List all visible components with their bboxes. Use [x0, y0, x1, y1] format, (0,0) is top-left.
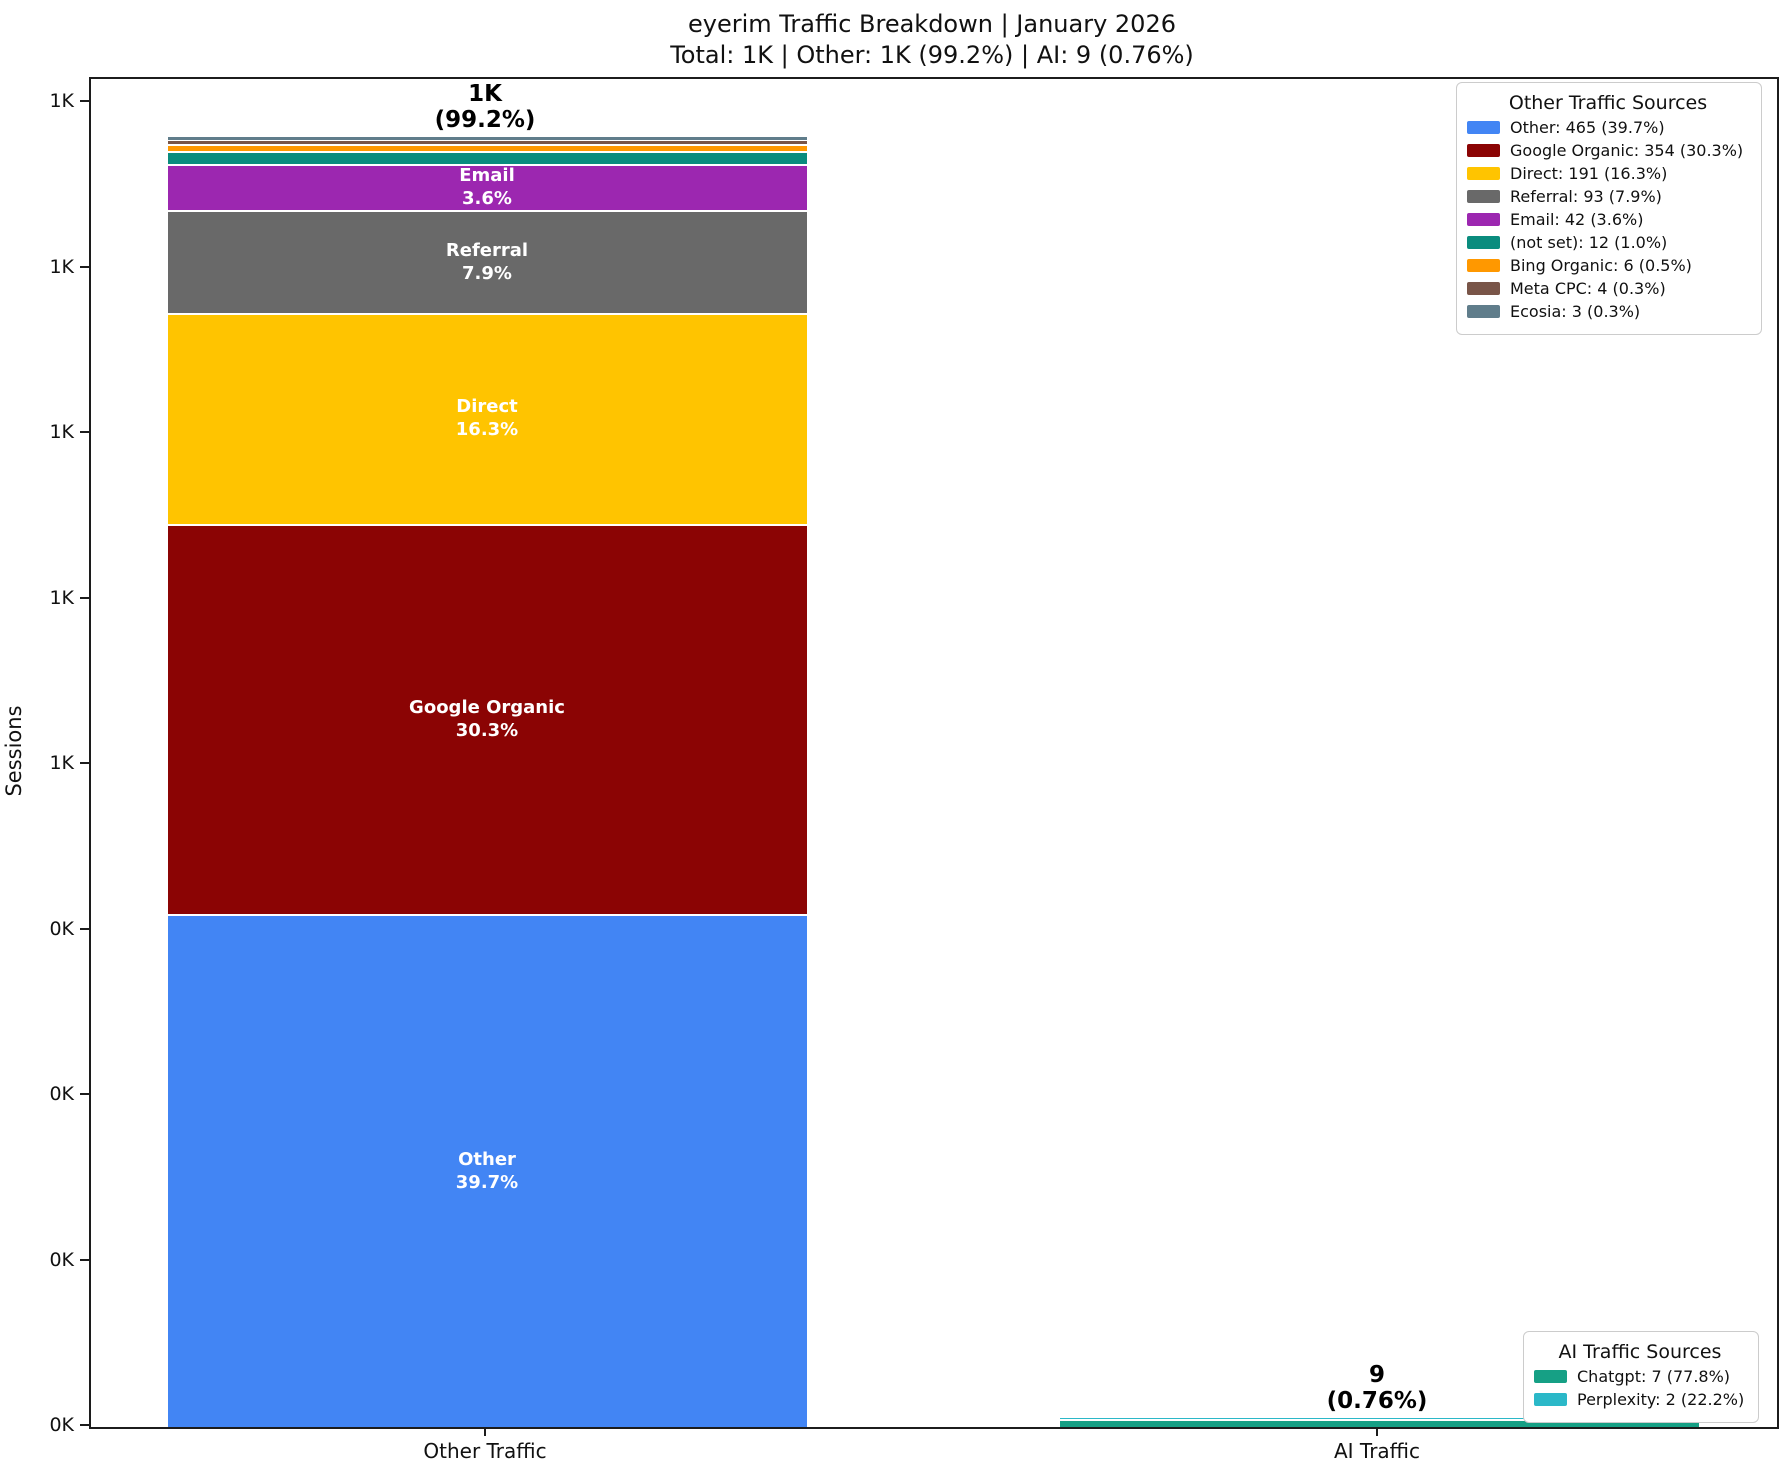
bar-total-annotation-ai-traffic: 9 (0.76%)	[1327, 1362, 1428, 1414]
legend-item-google-organic: Google Organic: 354 (30.3%)	[1467, 141, 1749, 160]
annotation-total: 1K	[468, 81, 502, 108]
legend-swatch	[1467, 144, 1500, 157]
legend-item-label: (not set): 12 (1.0%)	[1510, 233, 1668, 252]
y-tick-mark	[80, 1424, 89, 1426]
y-tick-mark	[80, 1093, 89, 1096]
y-tick-label: 0K	[49, 1083, 74, 1106]
legend-item-meta-cpc: Meta CPC: 4 (0.3%)	[1467, 279, 1749, 298]
legend-item-label: Email: 42 (3.6%)	[1510, 210, 1644, 229]
legend-title: Other Traffic Sources	[1508, 92, 1708, 114]
y-tick-mark	[80, 1258, 89, 1261]
y-tick-label: 0K	[49, 1248, 74, 1271]
bar-segment-direct	[167, 312, 807, 524]
chart-header: eyerim Traffic Breakdown | January 2026 …	[89, 8, 1775, 70]
legend-item-referral: Referral: 93 (7.9%)	[1467, 187, 1749, 206]
y-tick-label: 1K	[49, 752, 74, 775]
annotation-pct: (0.76%)	[1326, 1388, 1428, 1415]
legend-other-traffic-sources: Other Traffic Sources Other: 465 (39.7%) G…	[1456, 82, 1762, 335]
legend-swatch	[1534, 1370, 1567, 1383]
x-tick-label-other-traffic: Other Traffic	[423, 1439, 547, 1463]
page-title: eyerim Traffic Breakdown | January 2026	[688, 10, 1176, 38]
legend-item-not-set: (not set): 12 (1.0%)	[1467, 233, 1749, 252]
legend-swatch	[1467, 167, 1500, 180]
annotation-pct: (99.2%)	[434, 107, 536, 134]
y-tick-mark	[80, 596, 89, 599]
legend-swatch	[1467, 236, 1500, 249]
bar-segment-perplexity	[1059, 1417, 1699, 1420]
legend-item-label: Direct: 191 (16.3%)	[1510, 164, 1668, 183]
legend-item-bing-organic: Bing Organic: 6 (0.5%)	[1467, 256, 1749, 275]
legend-item-label: Chatgpt: 7 (77.8%)	[1577, 1367, 1731, 1386]
legend-swatch	[1467, 305, 1500, 318]
bar-segment-ecosia	[167, 136, 807, 140]
bar-segment-chatgpt	[1059, 1419, 1699, 1427]
legend-item-ecosia: Ecosia: 3 (0.3%)	[1467, 302, 1749, 321]
x-tick-label-ai-traffic: AI Traffic	[1333, 1439, 1421, 1463]
legend-swatch	[1467, 213, 1500, 226]
annotation-total: 9	[1368, 1362, 1386, 1389]
legend-item-label: Meta CPC: 4 (0.3%)	[1510, 279, 1666, 298]
bar-segment-meta-cpc	[167, 139, 807, 145]
y-tick-label: 1K	[49, 90, 74, 113]
y-tick-mark	[80, 927, 89, 930]
legend-item-perplexity: Perplexity: 2 (22.2%)	[1534, 1390, 1746, 1409]
bar-segment-email	[167, 163, 807, 211]
legend-item-other: Other: 465 (39.7%)	[1467, 118, 1749, 137]
bar-total-annotation-other-traffic: 1K (99.2%)	[435, 81, 536, 133]
y-tick-label: 1K	[49, 586, 74, 609]
y-tick-mark	[80, 431, 89, 434]
legend-swatch	[1467, 259, 1500, 272]
y-tick-mark	[80, 762, 89, 765]
legend-item-label: Ecosia: 3 (0.3%)	[1510, 302, 1641, 321]
legend-swatch	[1467, 282, 1500, 295]
legend-item-label: Google Organic: 354 (30.3%)	[1510, 141, 1744, 160]
legend-item-email: Email: 42 (3.6%)	[1467, 210, 1749, 229]
y-tick-label: 1K	[49, 255, 74, 278]
x-tick-mark	[484, 1427, 486, 1436]
y-tick-mark	[80, 265, 89, 268]
bar-segment-bing-organic	[167, 144, 807, 151]
bar-segment-referral	[167, 210, 807, 313]
bar-segment-other	[167, 914, 807, 1427]
legend-item-label: Other: 465 (39.7%)	[1510, 118, 1665, 137]
legend-ai-traffic-sources: AI Traffic Sources Chatgpt: 7 (77.8%) Perp…	[1523, 1331, 1759, 1423]
legend-swatch	[1467, 190, 1500, 203]
legend-swatch	[1467, 121, 1500, 134]
y-axis-label: Sessions	[2, 705, 26, 797]
bar-segment-not-set	[167, 150, 807, 164]
legend-item-label: Perplexity: 2 (22.2%)	[1577, 1390, 1745, 1409]
legend-item-direct: Direct: 191 (16.3%)	[1467, 164, 1749, 183]
page-subtitle: Total: 1K | Other: 1K (99.2%) | AI: 9 (0…	[670, 41, 1194, 69]
legend-swatch	[1534, 1393, 1567, 1406]
y-tick-mark	[80, 100, 89, 103]
x-tick-mark	[1376, 1427, 1378, 1436]
y-tick-label: 1K	[49, 421, 74, 444]
legend-item-chatgpt: Chatgpt: 7 (77.8%)	[1534, 1367, 1746, 1386]
bar-segment-google-organic	[167, 523, 807, 915]
legend-item-label: Referral: 93 (7.9%)	[1510, 187, 1662, 206]
y-tick-label: 0K	[49, 917, 74, 940]
legend-item-label: Bing Organic: 6 (0.5%)	[1510, 256, 1692, 275]
legend-title: AI Traffic Sources	[1558, 1341, 1722, 1363]
y-tick-label: 0K	[49, 1414, 74, 1436]
